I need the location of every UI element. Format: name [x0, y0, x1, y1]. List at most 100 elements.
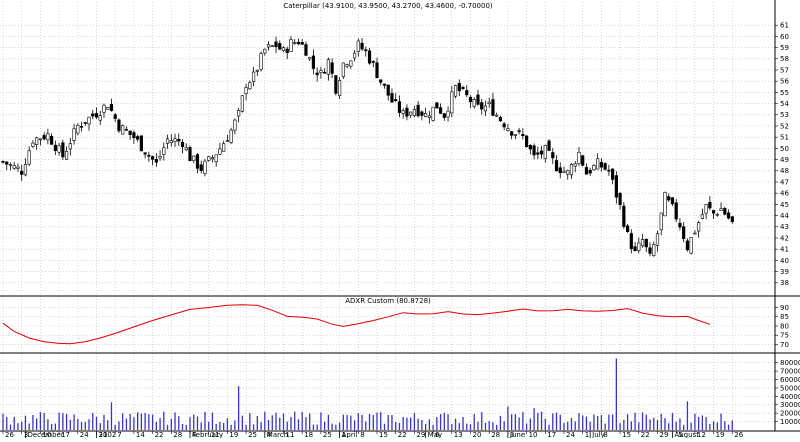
price-candle-body	[64, 151, 69, 160]
price-candle-body	[480, 102, 484, 110]
price-ytick-label: 39	[780, 268, 789, 276]
price-candle-body	[588, 169, 592, 174]
price-candle-body	[659, 212, 663, 231]
price-candle-body	[491, 99, 495, 116]
volume-ytick-label: 10000	[780, 418, 800, 426]
x-tick-label: 8	[603, 431, 607, 438]
price-candle-body	[465, 90, 469, 96]
x-tick-label: 31	[99, 431, 108, 438]
price-candle-body	[248, 82, 252, 90]
price-candle-body	[53, 144, 57, 151]
price-candle-body	[424, 113, 428, 117]
x-tick-label: 19	[229, 431, 238, 438]
price-candle-body	[132, 132, 136, 139]
price-panel-title: Caterpillar (43.9100, 43.9500, 43.2700, …	[283, 2, 493, 10]
price-candle-body	[625, 225, 630, 233]
price-candle-body	[222, 143, 226, 152]
price-candle-body	[700, 214, 704, 219]
price-candle-body	[562, 170, 566, 173]
price-candle-body	[94, 113, 99, 118]
price-ytick-label: 51	[780, 134, 789, 142]
price-candle-body	[76, 125, 80, 134]
x-tick-label: 26	[734, 431, 743, 438]
price-candle-body	[461, 87, 465, 89]
price-candle-body	[637, 242, 641, 251]
price-candle-body	[139, 135, 143, 152]
price-candle-body	[640, 239, 645, 247]
price-candle-body	[435, 102, 439, 109]
price-candle-body	[528, 145, 532, 150]
price-ytick-label: 54	[780, 100, 789, 108]
price-candle-body	[457, 83, 461, 92]
price-candle-body	[337, 80, 342, 96]
price-candle-body	[693, 232, 697, 235]
price-ytick-label: 48	[780, 167, 789, 175]
x-tick-label: 4	[192, 431, 197, 438]
x-tick-label: 22	[155, 431, 164, 438]
price-ytick-label: 58	[780, 55, 789, 63]
price-candle-body	[622, 205, 626, 227]
price-candle-body	[450, 91, 454, 114]
price-candle-body	[311, 55, 316, 69]
price-candle-body	[427, 115, 431, 118]
price-candle-body	[446, 110, 450, 118]
x-tick-label: 1	[342, 431, 346, 438]
price-candle-body	[364, 49, 368, 52]
price-candle-body	[438, 107, 443, 114]
volume-ytick-label: 50000	[780, 384, 800, 392]
price-candle-body	[330, 62, 334, 74]
month-label: June	[509, 431, 525, 438]
price-candle-body	[128, 130, 132, 135]
price-candle-body	[184, 147, 188, 151]
price-candle-body	[57, 145, 61, 153]
x-tick-label: 7	[117, 431, 121, 438]
price-candle-body	[472, 99, 476, 107]
x-tick-label: 11	[286, 431, 295, 438]
price-candle-body	[416, 104, 420, 117]
price-candle-body	[611, 168, 615, 180]
price-candle-body	[136, 136, 140, 140]
price-candle-body	[723, 208, 727, 215]
x-tick-label: 8	[360, 431, 364, 438]
price-candle-body	[72, 128, 76, 141]
price-candle-body	[109, 104, 114, 111]
price-candle-body	[326, 59, 330, 75]
price-candle-body	[121, 125, 125, 135]
price-candle-body	[708, 201, 712, 209]
price-candle-body	[569, 164, 574, 176]
price-ytick-label: 57	[780, 66, 789, 74]
price-candle-body	[151, 156, 155, 160]
price-candle-body	[203, 160, 207, 174]
price-candle-body	[113, 114, 117, 119]
price-candle-body	[726, 212, 731, 219]
price-candle-body	[20, 170, 24, 175]
price-ytick-label: 40	[780, 257, 789, 265]
x-tick-label: 25	[248, 431, 257, 438]
month-label: May	[428, 431, 442, 438]
price-ytick-label: 38	[780, 279, 789, 287]
x-tick-label: 11	[211, 431, 220, 438]
price-candle-body	[442, 113, 446, 118]
x-tick-label: 15	[622, 431, 631, 438]
price-candle-body	[98, 115, 102, 121]
month-label: August	[674, 431, 699, 438]
x-tick-label: 28	[173, 431, 182, 438]
price-candle-body	[506, 128, 510, 131]
price-candle-body	[711, 210, 716, 214]
price-candle-body	[412, 109, 417, 117]
price-candle-body	[483, 105, 488, 112]
x-tick-label: 5	[678, 431, 682, 438]
price-candle-body	[566, 170, 570, 175]
adxr-panel-title: ADXR Custom (80.8728)	[345, 297, 431, 305]
volume-ytick-label: 30000	[780, 401, 800, 409]
price-ytick-label: 42	[780, 234, 789, 242]
price-candle-body	[663, 192, 667, 217]
price-candle-body	[68, 143, 72, 150]
price-candle-body	[468, 96, 473, 103]
price-ytick-label: 49	[780, 156, 789, 164]
price-candle-body	[8, 164, 13, 166]
price-ytick-label: 43	[780, 223, 789, 231]
price-candle-body	[517, 130, 521, 132]
price-candle-body	[304, 44, 308, 56]
